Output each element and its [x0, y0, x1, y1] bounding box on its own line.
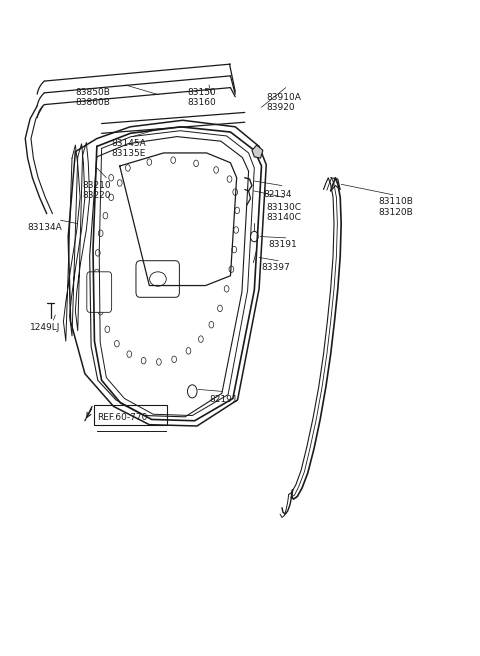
- Circle shape: [209, 321, 214, 328]
- Circle shape: [98, 230, 103, 237]
- Circle shape: [235, 207, 240, 214]
- Circle shape: [172, 356, 177, 363]
- Text: 83150
83160: 83150 83160: [188, 88, 216, 107]
- Circle shape: [251, 232, 258, 242]
- Circle shape: [147, 159, 152, 165]
- Circle shape: [171, 157, 176, 163]
- Text: 1249LJ: 1249LJ: [30, 323, 60, 332]
- Circle shape: [96, 250, 100, 256]
- FancyBboxPatch shape: [95, 405, 167, 424]
- Circle shape: [214, 167, 218, 173]
- FancyBboxPatch shape: [136, 260, 180, 297]
- FancyBboxPatch shape: [87, 272, 112, 312]
- Ellipse shape: [150, 272, 166, 286]
- Circle shape: [234, 227, 239, 234]
- Circle shape: [156, 359, 161, 365]
- Text: 82191: 82191: [209, 395, 238, 403]
- Text: 83134A: 83134A: [28, 224, 62, 232]
- Circle shape: [115, 340, 119, 347]
- Circle shape: [194, 160, 199, 167]
- Circle shape: [141, 358, 146, 364]
- Circle shape: [98, 308, 103, 315]
- Text: 83910A
83920: 83910A 83920: [266, 93, 301, 112]
- Circle shape: [229, 266, 234, 272]
- Text: 83210
83220: 83210 83220: [83, 181, 111, 201]
- Text: 83850B
83860B: 83850B 83860B: [75, 88, 110, 107]
- Circle shape: [117, 180, 122, 186]
- Circle shape: [125, 165, 130, 171]
- Text: 83191: 83191: [269, 240, 298, 249]
- Circle shape: [105, 326, 110, 333]
- Circle shape: [224, 285, 229, 292]
- Text: 83130C
83140C: 83130C 83140C: [266, 203, 301, 222]
- Text: 83110B
83120B: 83110B 83120B: [378, 197, 413, 216]
- Circle shape: [109, 194, 114, 201]
- Text: 83397: 83397: [262, 262, 290, 272]
- Circle shape: [199, 336, 203, 342]
- Circle shape: [109, 174, 114, 181]
- Circle shape: [188, 385, 197, 398]
- Circle shape: [127, 351, 132, 358]
- Circle shape: [95, 269, 99, 276]
- Polygon shape: [252, 145, 263, 158]
- Text: REF.60-770: REF.60-770: [97, 413, 147, 422]
- Circle shape: [232, 247, 237, 253]
- Circle shape: [186, 348, 191, 354]
- Circle shape: [95, 289, 99, 295]
- Circle shape: [233, 189, 238, 195]
- Text: 83145A
83135E: 83145A 83135E: [111, 138, 146, 158]
- Text: 82134: 82134: [264, 190, 292, 199]
- Circle shape: [227, 176, 232, 182]
- Circle shape: [103, 213, 108, 219]
- Circle shape: [217, 305, 222, 312]
